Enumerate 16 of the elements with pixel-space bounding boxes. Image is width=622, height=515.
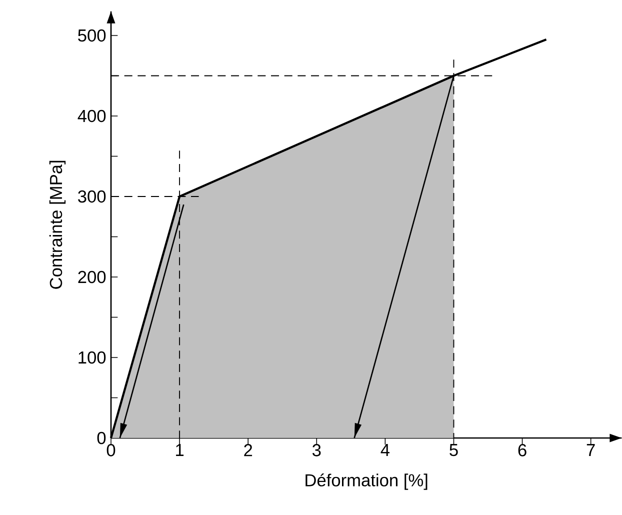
y-tick-label: 400 <box>78 110 106 122</box>
x-axis-title: Déformation [%] <box>306 473 428 490</box>
y-tick-label: 0 <box>97 432 106 444</box>
x-tick-label: 4 <box>380 444 390 456</box>
x-tick-label: 6 <box>518 444 526 456</box>
x-tick-label: 1 <box>176 444 184 456</box>
y-tick-label: 300 <box>78 190 106 203</box>
y-tick-label: 100 <box>78 351 106 364</box>
y-tick-label: 500 <box>78 29 106 42</box>
x-tick-label: 0 <box>106 444 116 456</box>
y-tick-label: 200 <box>78 270 106 284</box>
y-axis-title: Contrainte [MPa] <box>49 160 66 289</box>
x-tick-label: 2 <box>244 444 252 456</box>
x-tick-label: 3 <box>312 444 321 456</box>
x-tick-label: 7 <box>586 444 595 456</box>
x-tick-label: 5 <box>450 444 458 456</box>
